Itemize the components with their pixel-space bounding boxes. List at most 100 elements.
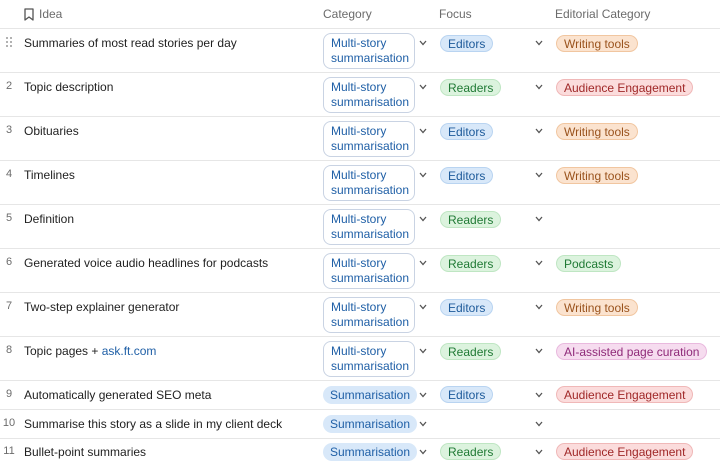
chevron-down-icon[interactable] (419, 40, 427, 46)
editorial-category-pill[interactable]: Writing tools (556, 123, 638, 140)
column-header-category[interactable]: Category (323, 7, 372, 21)
chevron-down-icon[interactable] (535, 40, 543, 46)
focus-pill[interactable]: Editors (440, 167, 494, 184)
column-header-idea-label: Idea (39, 7, 63, 21)
chevron-down-icon[interactable] (535, 304, 543, 310)
table-row[interactable]: 2 Topic description Multi-story summaris… (0, 73, 720, 117)
idea-cell[interactable]: Bullet-point summaries (24, 445, 147, 459)
chevron-down-icon[interactable] (419, 260, 427, 266)
category-chip[interactable]: Multi-story summarisation (323, 165, 415, 201)
focus-pill[interactable]: Editors (440, 299, 494, 316)
chevron-down-icon[interactable] (419, 392, 427, 398)
category-chip-line2: summarisation (331, 95, 410, 109)
category-chip[interactable]: Multi-story summarisation (323, 297, 415, 333)
table-row[interactable]: Summaries of most read stories per day M… (0, 29, 720, 73)
editorial-category-pill[interactable]: Audience Engagement (556, 443, 694, 460)
bookmark-icon (24, 7, 34, 21)
column-header-editorial-category[interactable]: Editorial Category (555, 7, 651, 21)
chevron-down-icon[interactable] (419, 304, 427, 310)
chevron-down-icon[interactable] (419, 421, 427, 427)
chevron-down-icon[interactable] (419, 172, 427, 178)
category-chip-line1: Multi-story (331, 80, 387, 94)
editorial-category-pill[interactable]: Writing tools (556, 35, 638, 52)
idea-cell[interactable]: Obituaries (24, 124, 79, 138)
category-chip-line1: Multi-story (331, 168, 387, 182)
editorial-category-pill[interactable]: Audience Engagement (556, 79, 694, 96)
category-pill[interactable]: Summarisation (323, 386, 418, 404)
editorial-category-pill[interactable]: Writing tools (556, 167, 638, 184)
focus-pill[interactable]: Readers (440, 343, 502, 360)
editorial-category-pill[interactable]: Audience Engagement (556, 386, 694, 403)
table-row[interactable]: 3 Obituaries Multi-story summarisation E… (0, 117, 720, 161)
idea-cell[interactable]: Summaries of most read stories per day (24, 36, 237, 50)
idea-cell[interactable]: Topic description (24, 80, 114, 94)
chevron-down-icon[interactable] (419, 216, 427, 222)
row-number: 4 (5, 168, 13, 180)
focus-pill[interactable]: Readers (440, 443, 502, 460)
chevron-down-icon[interactable] (419, 84, 427, 90)
editorial-category-pill[interactable]: Podcasts (556, 255, 622, 272)
chevron-down-icon[interactable] (535, 348, 543, 354)
table-row[interactable]: 6 Generated voice audio headlines for po… (0, 249, 720, 293)
table-row[interactable]: 10 Summarise this story as a slide in my… (0, 410, 720, 439)
drag-handle-icon[interactable] (6, 37, 14, 49)
chevron-down-icon[interactable] (535, 128, 543, 134)
table-row[interactable]: 4 Timelines Multi-story summarisation Ed… (0, 161, 720, 205)
column-header-idea[interactable]: Idea (24, 0, 62, 28)
row-number: 7 (5, 300, 13, 312)
category-chip-line1: Multi-story (331, 212, 387, 226)
focus-pill[interactable]: Editors (440, 35, 494, 52)
chevron-down-icon[interactable] (419, 348, 427, 354)
category-chip-line1: Multi-story (331, 256, 387, 270)
category-chip[interactable]: Multi-story summarisation (323, 341, 415, 377)
idea-cell[interactable]: Automatically generated SEO meta (24, 388, 212, 402)
chevron-down-icon[interactable] (419, 128, 427, 134)
chevron-down-icon[interactable] (535, 421, 543, 427)
category-chip-line2: summarisation (331, 139, 410, 153)
focus-pill[interactable]: Editors (440, 386, 494, 403)
row-number: 2 (5, 80, 13, 92)
chevron-down-icon[interactable] (535, 449, 543, 455)
focus-pill[interactable]: Readers (440, 211, 502, 228)
category-chip-line2: summarisation (331, 183, 410, 197)
chevron-down-icon[interactable] (535, 216, 543, 222)
row-number: 11 (3, 445, 15, 457)
category-pill[interactable]: Summarisation (323, 443, 418, 461)
idea-cell[interactable]: Generated voice audio headlines for podc… (24, 256, 269, 270)
table-row[interactable]: 7 Two-step explainer generator Multi-sto… (0, 293, 720, 337)
row-number: 5 (5, 212, 13, 224)
category-chip[interactable]: Multi-story summarisation (323, 209, 415, 245)
idea-cell[interactable]: Two-step explainer generator (24, 300, 180, 314)
category-chip[interactable]: Multi-story summarisation (323, 121, 415, 157)
category-pill[interactable]: Summarisation (323, 415, 418, 433)
row-number: 6 (5, 256, 13, 268)
chevron-down-icon[interactable] (535, 260, 543, 266)
idea-link[interactable]: ask.ft.com (101, 344, 157, 358)
category-chip-line1: Multi-story (331, 344, 387, 358)
category-chip-line2: summarisation (331, 227, 410, 241)
category-chip[interactable]: Multi-story summarisation (323, 33, 415, 69)
table-row[interactable]: 9 Automatically generated SEO meta Summa… (0, 381, 720, 410)
chevron-down-icon[interactable] (535, 172, 543, 178)
chevron-down-icon[interactable] (535, 392, 543, 398)
editorial-category-pill[interactable]: Writing tools (556, 299, 638, 316)
focus-pill[interactable]: Readers (440, 255, 502, 272)
table-row[interactable]: 11 Bullet-point summaries Summarisation … (0, 439, 720, 464)
chevron-down-icon[interactable] (419, 449, 427, 455)
focus-pill[interactable]: Editors (440, 123, 494, 140)
chevron-down-icon[interactable] (535, 84, 543, 90)
idea-cell[interactable]: Timelines (24, 168, 75, 182)
idea-cell[interactable]: Definition (24, 212, 75, 226)
category-chip-line1: Multi-story (331, 36, 387, 50)
row-number: 9 (5, 388, 13, 400)
column-header-focus[interactable]: Focus (439, 7, 472, 21)
focus-pill[interactable]: Readers (440, 79, 502, 96)
idea-cell[interactable]: Topic pages + ask.ft.com (24, 344, 156, 358)
category-chip[interactable]: Multi-story summarisation (323, 77, 415, 113)
category-chip[interactable]: Multi-story summarisation (323, 253, 415, 289)
table-row[interactable]: 5 Definition Multi-story summarisation R… (0, 205, 720, 249)
table-row[interactable]: 8 Topic pages + ask.ft.com Multi-story s… (0, 337, 720, 381)
idea-cell[interactable]: Summarise this story as a slide in my cl… (24, 417, 283, 431)
editorial-category-pill[interactable]: AI-assisted page curation (556, 343, 708, 360)
row-number: 10 (2, 417, 16, 429)
